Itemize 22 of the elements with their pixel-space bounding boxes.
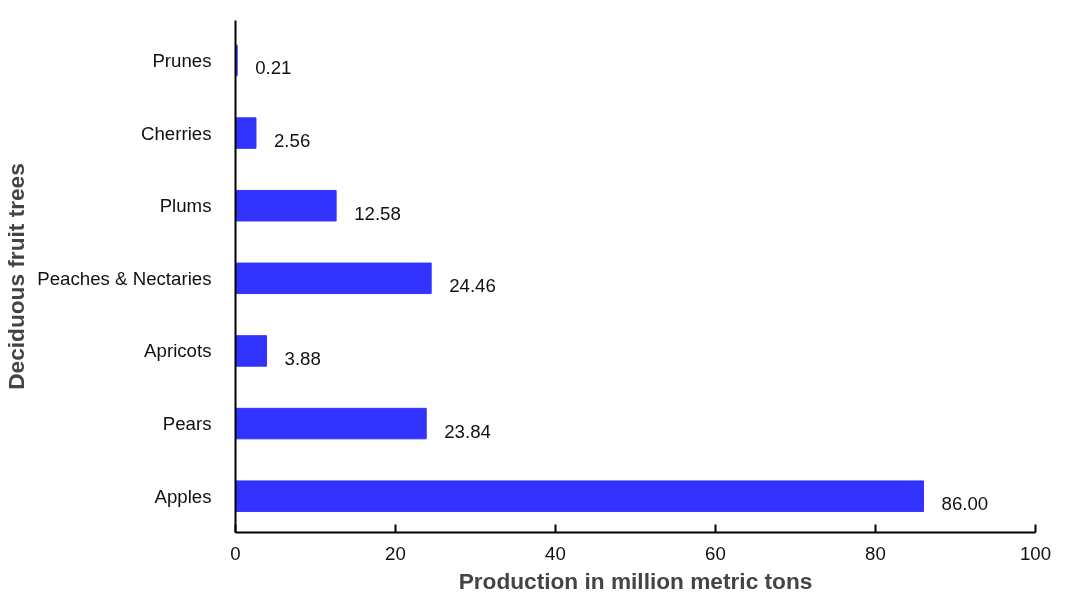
data-label: 3.88 (284, 347, 321, 369)
y-tick-label: Pears (162, 413, 212, 435)
x-tick-label: 80 (865, 542, 886, 564)
data-label: 12.58 (354, 202, 401, 224)
y-tick-label: Apricots (144, 340, 212, 362)
x-tick-label: 0 (230, 542, 241, 564)
y-tick-label: Apples (154, 485, 212, 507)
y-tick-label: Plums (159, 195, 212, 217)
y-tick-label: Peaches & Nectaries (37, 267, 212, 289)
y-tick-label: Prunes (152, 49, 212, 71)
x-tick-label: 20 (385, 542, 406, 564)
y-axis-title: Deciduous fruit trees (3, 163, 30, 390)
x-tick-label: 100 (1019, 542, 1052, 564)
data-label: 86.00 (941, 493, 989, 515)
x-tick-label: 60 (705, 542, 726, 564)
data-label: 23.84 (444, 420, 491, 442)
y-tick-label: Cherries (141, 122, 212, 144)
data-label: 24.46 (449, 275, 496, 297)
x-tick-label: 40 (545, 542, 566, 564)
data-label: 0.21 (255, 57, 292, 79)
data-label: 2.56 (273, 130, 311, 152)
x-axis-title: Production in million metric tons (458, 567, 813, 594)
